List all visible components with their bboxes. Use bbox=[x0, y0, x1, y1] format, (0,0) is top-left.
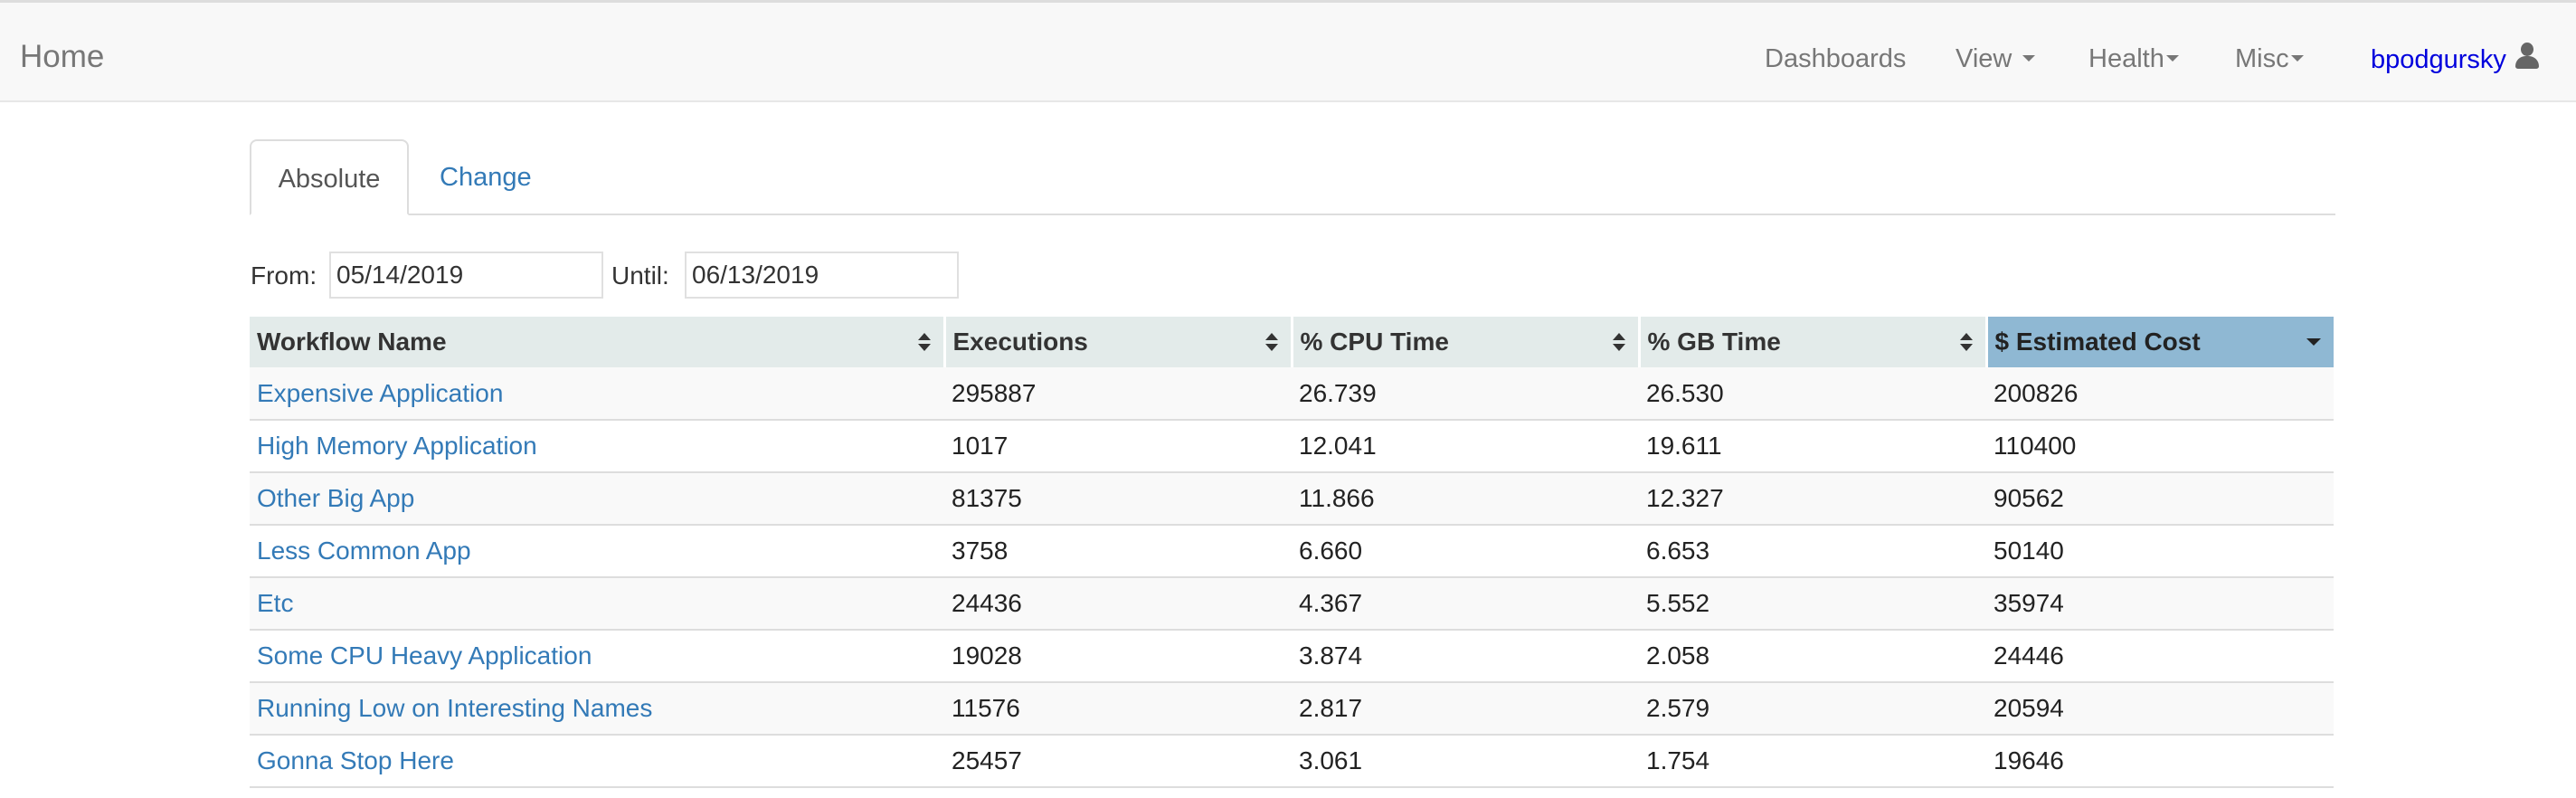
table-row: Gonna Stop Here 25457 3.061 1.754 19646 bbox=[250, 735, 2334, 788]
nav-dashboards[interactable]: Dashboards bbox=[1765, 43, 1906, 75]
executions-cell: 25457 bbox=[944, 735, 1292, 788]
sort-both-icon bbox=[1264, 333, 1278, 351]
gb-time-cell: 26.530 bbox=[1639, 367, 1986, 421]
user-icon bbox=[2514, 43, 2539, 70]
workflow-link[interactable]: Other Big App bbox=[257, 484, 415, 512]
workflow-link[interactable]: Expensive Application bbox=[257, 378, 504, 407]
workflow-link[interactable]: Etc bbox=[257, 589, 294, 617]
cpu-time-cell: 3.061 bbox=[1292, 735, 1639, 788]
column-header-label: % CPU Time bbox=[1300, 328, 1449, 356]
cpu-time-cell: 26.739 bbox=[1292, 367, 1639, 421]
workflow-cost-table: Workflow Name Executions % CPU Time % GB… bbox=[250, 317, 2334, 788]
gb-time-cell: 5.552 bbox=[1639, 577, 1986, 631]
chevron-down-icon bbox=[2022, 55, 2036, 62]
column-header-cpu-time[interactable]: % CPU Time bbox=[1292, 317, 1641, 367]
column-header-workflow-name[interactable]: Workflow Name bbox=[250, 317, 946, 367]
estimated-cost-cell: 200826 bbox=[1986, 367, 2334, 421]
chevron-down-icon bbox=[2165, 55, 2179, 62]
workflow-name-cell: Gonna Stop Here bbox=[250, 735, 944, 788]
column-header-label: % GB Time bbox=[1647, 328, 1781, 356]
gb-time-cell: 12.327 bbox=[1639, 472, 1986, 526]
gb-time-cell: 2.579 bbox=[1639, 682, 1986, 736]
nav-dashboards-label: Dashboards bbox=[1765, 44, 1907, 73]
estimated-cost-cell: 110400 bbox=[1986, 420, 2334, 473]
workflow-link[interactable]: Gonna Stop Here bbox=[257, 746, 454, 774]
workflow-link[interactable]: Less Common App bbox=[257, 537, 471, 565]
sort-desc-icon bbox=[2306, 338, 2321, 346]
gb-time-cell: 6.653 bbox=[1639, 525, 1986, 578]
executions-cell: 81375 bbox=[944, 472, 1292, 526]
workflow-link[interactable]: High Memory Application bbox=[257, 432, 537, 460]
nav-view-dropdown[interactable]: View bbox=[1956, 43, 2036, 75]
sort-both-icon bbox=[1612, 333, 1625, 351]
nav-health-dropdown[interactable]: Health bbox=[2088, 43, 2179, 75]
executions-cell: 24436 bbox=[944, 577, 1292, 631]
column-header-label: Executions bbox=[952, 328, 1088, 356]
sort-both-icon bbox=[1959, 333, 1973, 351]
table-row: Running Low on Interesting Names 11576 2… bbox=[250, 682, 2334, 736]
table-row: Other Big App 81375 11.866 12.327 90562 bbox=[250, 472, 2334, 526]
executions-cell: 3758 bbox=[944, 525, 1292, 578]
column-header-label: Workflow Name bbox=[257, 328, 447, 356]
workflow-link[interactable]: Running Low on Interesting Names bbox=[257, 694, 653, 722]
workflow-name-cell: Other Big App bbox=[250, 472, 944, 526]
workflow-name-cell: High Memory Application bbox=[250, 420, 944, 473]
from-date-input[interactable] bbox=[329, 252, 603, 299]
table-row: Some CPU Heavy Application 19028 3.874 2… bbox=[250, 630, 2334, 683]
estimated-cost-cell: 19646 bbox=[1986, 735, 2334, 788]
column-header-gb-time[interactable]: % GB Time bbox=[1639, 317, 1988, 367]
estimated-cost-cell: 35974 bbox=[1986, 577, 2334, 631]
gb-time-cell: 19.611 bbox=[1639, 420, 1986, 473]
sort-both-icon bbox=[917, 333, 931, 351]
cpu-time-cell: 4.367 bbox=[1292, 577, 1639, 631]
estimated-cost-cell: 90562 bbox=[1986, 472, 2334, 526]
cpu-time-cell: 12.041 bbox=[1292, 420, 1639, 473]
workflow-name-cell: Etc bbox=[250, 577, 944, 631]
home-link[interactable]: Home bbox=[20, 39, 105, 74]
nav-view-label: View bbox=[1956, 44, 2012, 73]
user-menu[interactable]: bpodgursky bbox=[2371, 43, 2539, 76]
estimated-cost-cell: 20594 bbox=[1986, 682, 2334, 736]
gb-time-cell: 2.058 bbox=[1639, 630, 1986, 683]
table-row: High Memory Application 1017 12.041 19.6… bbox=[250, 420, 2334, 473]
username-link[interactable]: bpodgursky bbox=[2371, 45, 2506, 74]
cpu-time-cell: 11.866 bbox=[1292, 472, 1639, 526]
from-label: From: bbox=[251, 261, 317, 290]
tab-absolute[interactable]: Absolute bbox=[250, 139, 409, 215]
column-header-estimated-cost[interactable]: $ Estimated Cost bbox=[1986, 317, 2334, 367]
top-navbar: Home Dashboards View Health Misc bpodgur… bbox=[0, 0, 2576, 102]
workflow-name-cell: Expensive Application bbox=[250, 367, 944, 421]
nav-misc-dropdown[interactable]: Misc bbox=[2235, 43, 2304, 75]
until-label: Until: bbox=[611, 261, 669, 290]
estimated-cost-cell: 50140 bbox=[1986, 525, 2334, 578]
workflow-link[interactable]: Some CPU Heavy Application bbox=[257, 641, 592, 670]
executions-cell: 19028 bbox=[944, 630, 1292, 683]
table-row: Expensive Application 295887 26.739 26.5… bbox=[250, 367, 2334, 421]
executions-cell: 295887 bbox=[944, 367, 1292, 421]
executions-cell: 11576 bbox=[944, 682, 1292, 736]
table-row: Less Common App 3758 6.660 6.653 50140 bbox=[250, 525, 2334, 578]
table-row: Etc 24436 4.367 5.552 35974 bbox=[250, 577, 2334, 631]
workflow-name-cell: Running Low on Interesting Names bbox=[250, 682, 944, 736]
nav-misc-label: Misc bbox=[2235, 44, 2289, 73]
chevron-down-icon bbox=[2290, 55, 2304, 62]
cpu-time-cell: 2.817 bbox=[1292, 682, 1639, 736]
cpu-time-cell: 3.874 bbox=[1292, 630, 1639, 683]
column-header-executions[interactable]: Executions bbox=[944, 317, 1293, 367]
tab-change[interactable]: Change bbox=[440, 163, 532, 192]
tabs-divider bbox=[250, 214, 2335, 215]
gb-time-cell: 1.754 bbox=[1639, 735, 1986, 788]
workflow-name-cell: Some CPU Heavy Application bbox=[250, 630, 944, 683]
workflow-name-cell: Less Common App bbox=[250, 525, 944, 578]
nav-health-label: Health bbox=[2088, 44, 2164, 73]
until-date-input[interactable] bbox=[685, 252, 959, 299]
table-header-row: Workflow Name Executions % CPU Time % GB… bbox=[250, 317, 2334, 367]
estimated-cost-cell: 24446 bbox=[1986, 630, 2334, 683]
executions-cell: 1017 bbox=[944, 420, 1292, 473]
cpu-time-cell: 6.660 bbox=[1292, 525, 1639, 578]
column-header-label: $ Estimated Cost bbox=[1994, 328, 2201, 356]
